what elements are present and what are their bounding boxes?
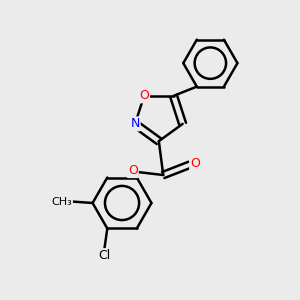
Text: O: O	[128, 164, 138, 177]
Text: Cl: Cl	[98, 249, 110, 262]
Text: N: N	[130, 117, 140, 130]
Text: O: O	[190, 157, 200, 170]
Text: CH₃: CH₃	[51, 196, 72, 206]
Text: O: O	[139, 89, 149, 102]
